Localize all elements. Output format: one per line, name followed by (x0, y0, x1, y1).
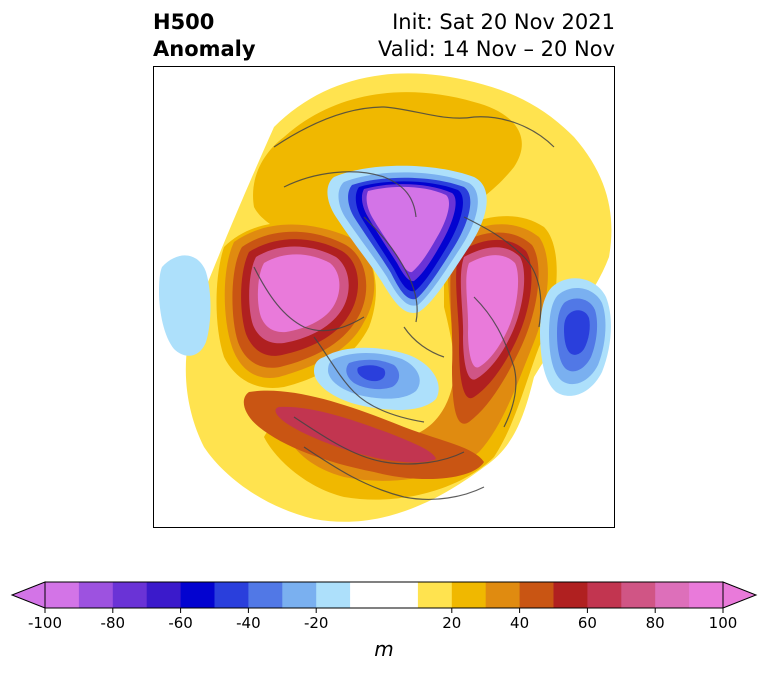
colorbar-tick-label: 100 (708, 614, 738, 632)
colorbar-bin (45, 582, 80, 608)
colorbar-tick-label: 80 (645, 614, 665, 632)
anomaly-high-core-south (275, 406, 436, 463)
colorbar-tick-label: -20 (303, 614, 329, 632)
anomaly-low-east-core (564, 310, 590, 355)
colorbar-bin (621, 582, 656, 608)
colorbar-tick-label: -40 (236, 614, 261, 632)
map-svg (159, 73, 612, 522)
valid-range: Valid: 14 Nov – 20 Nov (378, 37, 615, 61)
colorbar-ticks (44, 608, 724, 613)
colorbar-bin (384, 582, 419, 608)
init-date: Init: Sat 20 Nov 2021 (392, 10, 615, 34)
colorbar-bin (485, 582, 521, 608)
colorbar-bin (417, 582, 453, 608)
colorbar-tick-label: 60 (577, 614, 597, 632)
colorbar-extend-high (722, 581, 758, 609)
colorbar-bin (282, 582, 317, 608)
coastlines (253, 106, 555, 500)
colorbar-tick-label: 20 (442, 614, 462, 632)
title-line-variable: H500 (153, 10, 215, 34)
anomaly-low-canada-core (357, 365, 386, 382)
colorbar-tick-label: 40 (510, 614, 530, 632)
anomaly-low-arctic-core (366, 186, 450, 273)
colorbar-bin (78, 582, 114, 608)
map-title: H500 Anomaly (153, 9, 256, 63)
date-info: Init: Sat 20 Nov 2021 Valid: 14 Nov – 20… (378, 9, 615, 63)
colorbar-outline (44, 581, 724, 609)
colorbar-bin (316, 582, 351, 608)
colorbar-bin (519, 582, 554, 608)
colorbar-bin (451, 582, 487, 608)
title-line-anomaly: Anomaly (153, 37, 256, 61)
colorbar-unit: m (374, 637, 394, 661)
colorbar-bin (180, 582, 215, 608)
colorbar-tick-label: -100 (27, 614, 63, 632)
colorbar-bin (350, 582, 385, 608)
colorbar-tick-label: -80 (100, 614, 126, 632)
colorbar-bin (655, 582, 690, 608)
anomaly-low-west-outer (159, 255, 211, 356)
colorbar (10, 581, 758, 613)
colorbar-bins (45, 582, 724, 608)
colorbar-tick-label: -60 (168, 614, 193, 632)
colorbar-bin (214, 582, 249, 608)
anomaly-high-core-east-inner (466, 255, 519, 368)
colorbar-extend-low (10, 581, 46, 609)
colorbar-bin (146, 582, 182, 608)
colorbar-bin (689, 582, 724, 608)
anomaly-map (153, 66, 615, 528)
colorbar-bin (553, 582, 588, 608)
colorbar-bin (112, 582, 148, 608)
colorbar-bin (587, 582, 622, 608)
colorbar-bin (248, 582, 283, 608)
anomaly-high-core-west-inner (257, 254, 340, 333)
